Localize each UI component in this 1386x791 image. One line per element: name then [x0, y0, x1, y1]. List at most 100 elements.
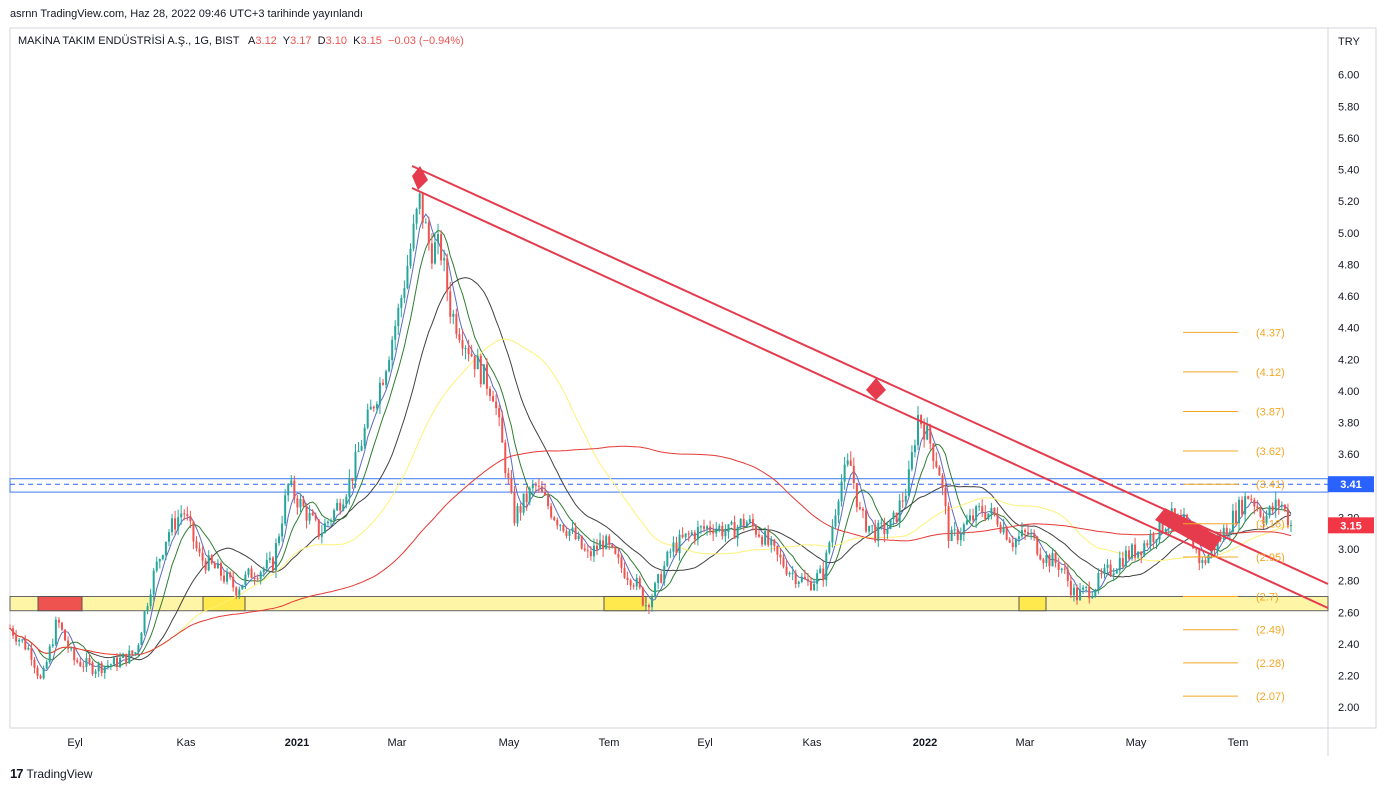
- candle: [1262, 512, 1265, 529]
- candle: [794, 569, 797, 589]
- candle: [54, 616, 57, 647]
- candle-body: [1182, 514, 1185, 518]
- candle: [235, 586, 238, 599]
- candle: [736, 524, 739, 547]
- candle-body: [871, 525, 874, 527]
- candle: [39, 674, 42, 680]
- tradingview-brand[interactable]: 17 TradingView: [10, 766, 93, 781]
- candle: [889, 518, 892, 530]
- candle: [703, 519, 706, 533]
- candle: [571, 519, 574, 535]
- candle: [70, 646, 73, 652]
- candle: [550, 503, 553, 520]
- candle-body: [675, 542, 678, 553]
- candle: [537, 478, 540, 493]
- candle-body: [60, 622, 63, 630]
- trendlines-layer: [411, 165, 1329, 609]
- candle-body: [1036, 536, 1039, 555]
- candle-body: [1238, 499, 1241, 524]
- candle: [134, 651, 137, 657]
- candle-body: [1039, 554, 1042, 560]
- candle: [470, 344, 473, 358]
- y-tick-label: 3.00: [1338, 544, 1359, 556]
- candle: [632, 583, 635, 590]
- candle-body: [400, 297, 403, 308]
- candle-body: [1045, 555, 1048, 563]
- candle: [1290, 520, 1292, 533]
- candle-body: [339, 502, 342, 511]
- candle-body: [223, 575, 226, 582]
- candle: [1121, 551, 1124, 569]
- candle: [455, 308, 458, 339]
- candle-body: [394, 326, 397, 340]
- candle: [1176, 513, 1179, 517]
- candle: [216, 558, 219, 569]
- candle: [865, 508, 868, 533]
- candle-body: [482, 364, 485, 385]
- candle-body: [776, 545, 779, 555]
- candle-body: [953, 529, 956, 531]
- candle: [803, 569, 806, 580]
- candle-body: [663, 565, 666, 583]
- candle: [672, 536, 675, 558]
- candle: [323, 518, 326, 534]
- candle-body: [1170, 508, 1173, 524]
- candle-body: [910, 452, 913, 470]
- candle-body: [852, 465, 855, 484]
- candle-body: [1027, 532, 1030, 535]
- candle-body: [785, 566, 788, 575]
- candle-body: [669, 551, 672, 553]
- y-axis[interactable]: TRY 6.00 5.80 5.60 5.40 5.20 5.00 4.80 4.60 4.40 4…: [1328, 36, 1374, 714]
- candle-body: [330, 520, 333, 522]
- candle: [446, 253, 449, 302]
- zone-box: [1018, 595, 1047, 612]
- candle-body: [192, 521, 195, 542]
- candle: [1039, 547, 1042, 561]
- candle-body: [18, 639, 21, 642]
- candle-body: [773, 539, 776, 546]
- candle: [715, 521, 718, 537]
- y-tick-label: 3.20: [1338, 512, 1359, 524]
- candle-body: [308, 512, 311, 521]
- candle-body: [287, 484, 290, 496]
- candle-body: [45, 661, 48, 669]
- candle: [449, 281, 452, 324]
- candle: [709, 520, 712, 536]
- candle-body: [12, 628, 15, 636]
- candle-body: [819, 568, 822, 574]
- candle-body: [342, 504, 345, 511]
- candle: [351, 477, 354, 489]
- candle: [299, 494, 302, 512]
- candle: [226, 568, 229, 585]
- candle-body: [418, 193, 421, 209]
- candle: [880, 518, 883, 530]
- candle-body: [94, 671, 97, 674]
- y-tick-label: 4.00: [1338, 386, 1359, 398]
- candle-body: [1155, 539, 1158, 542]
- x-axis[interactable]: Eyl Kas 2021 Mar May Tem Eyl Kas 2022 Mar May Tem: [67, 737, 1248, 749]
- candle: [981, 499, 984, 518]
- candle-body: [855, 483, 858, 508]
- candle: [638, 575, 641, 590]
- candle-body: [1192, 530, 1195, 549]
- candle-body: [858, 507, 861, 509]
- candle: [608, 534, 611, 550]
- candle-body: [177, 517, 180, 530]
- candle-body: [488, 388, 491, 397]
- candle: [810, 577, 813, 592]
- candle-body: [975, 506, 978, 521]
- y-tick-label: 4.60: [1338, 291, 1359, 303]
- candle-body: [1250, 498, 1253, 500]
- candle: [171, 513, 174, 536]
- y-tick-label: 5.80: [1338, 101, 1359, 113]
- candle: [210, 553, 213, 565]
- candle-body: [941, 475, 944, 488]
- candle-body: [611, 544, 614, 547]
- candle: [519, 503, 522, 521]
- candle-body: [724, 531, 727, 537]
- candle-body: [1259, 508, 1262, 517]
- candle: [1030, 528, 1033, 540]
- candle: [122, 652, 125, 659]
- candle-body: [268, 557, 271, 560]
